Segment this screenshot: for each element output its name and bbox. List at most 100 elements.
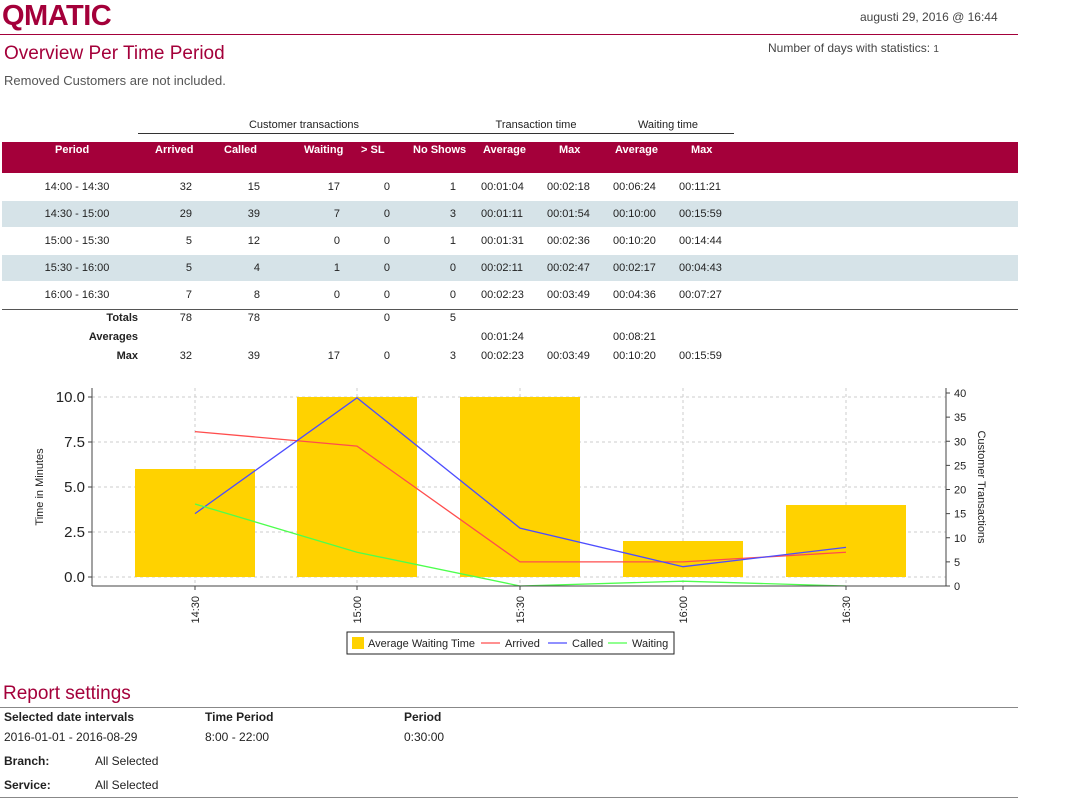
cell-trans-max: 00:02:18	[547, 181, 590, 193]
totals-arrived: 78	[179, 312, 192, 324]
branch-value: All Selected	[95, 754, 159, 768]
cell-waiting: 1	[333, 262, 340, 274]
legend-arrived: Arrived	[505, 638, 540, 650]
cell-waiting: 0	[333, 235, 340, 247]
col-called[interactable]: Called	[224, 144, 258, 156]
cell-wait-avg: 00:02:17	[613, 262, 656, 274]
period-value: 0:30:00	[404, 730, 445, 744]
group-waiting-time: Waiting time	[637, 119, 699, 131]
table-header: Period Arrived Called Waiting > SL No Sh…	[2, 142, 1018, 173]
y-tick-label: 5.0	[64, 479, 85, 496]
cell-wait-max: 00:07:27	[679, 289, 722, 301]
table-bottom-divider	[2, 309, 1018, 310]
col-no-shows[interactable]: No Shows	[413, 144, 467, 156]
col-waiting[interactable]: Waiting	[304, 144, 344, 156]
cell-trans-avg: 00:01:11	[481, 208, 524, 220]
table-row: 15:00 - 15:30 5 12 0 0 1 00:01:31 00:02:…	[2, 228, 1018, 254]
averages-wait-avg: 00:08:21	[613, 331, 656, 343]
days-label: Number of days with statistics:	[768, 41, 931, 55]
cell-trans-max: 00:01:54	[547, 208, 590, 220]
col-wait-max[interactable]: Max	[691, 144, 713, 156]
cell-called: 8	[253, 289, 260, 301]
col-trans-max[interactable]: Max	[559, 144, 581, 156]
col-sl[interactable]: > SL	[361, 144, 385, 156]
cell-no-shows: 1	[449, 235, 456, 247]
totals-called: 78	[247, 312, 260, 324]
cell-trans-avg: 00:02:23	[481, 289, 524, 301]
cell-wait-avg: 00:06:24	[613, 181, 656, 193]
y2-axis-label: Customer Transactions	[975, 430, 987, 544]
cell-wait-avg: 00:10:00	[613, 208, 656, 220]
max-label: Max	[116, 350, 138, 362]
y2-tick-label: 30	[954, 436, 966, 448]
cell-trans-max: 00:02:47	[547, 262, 590, 274]
line-called	[194, 397, 847, 568]
max-called: 39	[247, 350, 260, 362]
legend-swatch-bar	[352, 637, 364, 649]
y-tick-label: 10.0	[56, 389, 85, 406]
y-axis-label: Time in Minutes	[34, 448, 46, 526]
group-customer-transactions: Customer transactions	[248, 119, 360, 131]
cell-sl: 0	[383, 181, 390, 193]
x-tick-label: 14:30	[190, 596, 202, 624]
cell-trans-avg: 00:02:11	[481, 262, 524, 274]
cell-wait-max: 00:11:21	[679, 181, 722, 193]
cell-no-shows: 0	[449, 289, 456, 301]
service-label: Service:	[4, 778, 51, 792]
y-tick-label: 0.0	[64, 569, 85, 586]
totals-row: Totals 78 78 0 5	[2, 305, 1018, 331]
y2-tick-label: 5	[954, 557, 960, 569]
cell-period: 15:30 - 16:00	[44, 262, 110, 274]
cell-arrived: 5	[185, 262, 192, 274]
cell-waiting: 7	[333, 208, 340, 220]
cell-sl: 0	[383, 235, 390, 247]
max-arrived: 32	[179, 350, 192, 362]
max-wait-max: 00:15:59	[679, 350, 722, 362]
col-trans-average[interactable]: Average	[483, 144, 527, 156]
chart-legend: Average Waiting Time Arrived Called Wait…	[346, 631, 675, 655]
overview-chart: 0.0 2.5 5.0 7.5 10.0 0 5 10 15 20 25 30 35 40 14:30 15:…	[34, 388, 987, 655]
y2-tick-label: 20	[954, 485, 966, 497]
bottom-divider	[0, 797, 1018, 798]
cell-trans-max: 00:02:36	[547, 235, 590, 247]
col-period[interactable]: Period	[55, 144, 90, 156]
max-row: Max 32 39 17 0 3 00:02:23 00:03:49 00:10…	[2, 343, 1018, 369]
y2-tick-label: 35	[954, 412, 966, 424]
bar-average-waiting-time	[135, 469, 255, 577]
x-tick-label: 15:30	[515, 596, 527, 624]
bar-average-waiting-time	[460, 397, 580, 577]
y2-tick-label: 25	[954, 460, 966, 472]
max-sl: 0	[383, 350, 390, 362]
cell-no-shows: 0	[449, 262, 456, 274]
cell-called: 12	[247, 235, 260, 247]
col-wait-average[interactable]: Average	[615, 144, 659, 156]
totals-label: Totals	[106, 312, 138, 324]
cell-arrived: 7	[185, 289, 192, 301]
chart-axes: 0.0 2.5 5.0 7.5 10.0 0 5 10 15 20 25 30 35 40 14:30 15:…	[56, 388, 966, 624]
cell-arrived: 32	[179, 181, 192, 193]
days-value: 1	[933, 44, 939, 55]
period-label: Period	[404, 710, 442, 724]
group-transaction-time: Transaction time	[495, 119, 577, 131]
y-tick-label: 2.5	[64, 524, 85, 541]
removed-customers-note: Removed Customers are not included.	[4, 73, 226, 88]
cell-trans-avg: 00:01:04	[481, 181, 524, 193]
legend-called: Called	[572, 638, 603, 650]
cell-wait-avg: 00:10:20	[613, 235, 656, 247]
legend-average-waiting-time: Average Waiting Time	[368, 638, 475, 650]
time-period-value: 8:00 - 22:00	[205, 730, 270, 744]
x-tick-label: 15:00	[352, 596, 364, 624]
line-arrived	[194, 430, 847, 563]
cell-period: 15:00 - 15:30	[44, 235, 110, 247]
max-wait-avg: 00:10:20	[613, 350, 656, 362]
cell-arrived: 29	[179, 208, 192, 220]
totals-no-shows: 5	[449, 312, 456, 324]
branch-label: Branch:	[4, 754, 50, 768]
averages-label: Averages	[88, 331, 138, 343]
cell-period: 16:00 - 16:30	[44, 289, 110, 301]
max-no-shows: 3	[449, 350, 456, 362]
col-arrived[interactable]: Arrived	[155, 144, 194, 156]
cell-called: 4	[253, 262, 260, 274]
cell-wait-avg: 00:04:36	[613, 289, 656, 301]
chart-bars	[135, 397, 906, 577]
